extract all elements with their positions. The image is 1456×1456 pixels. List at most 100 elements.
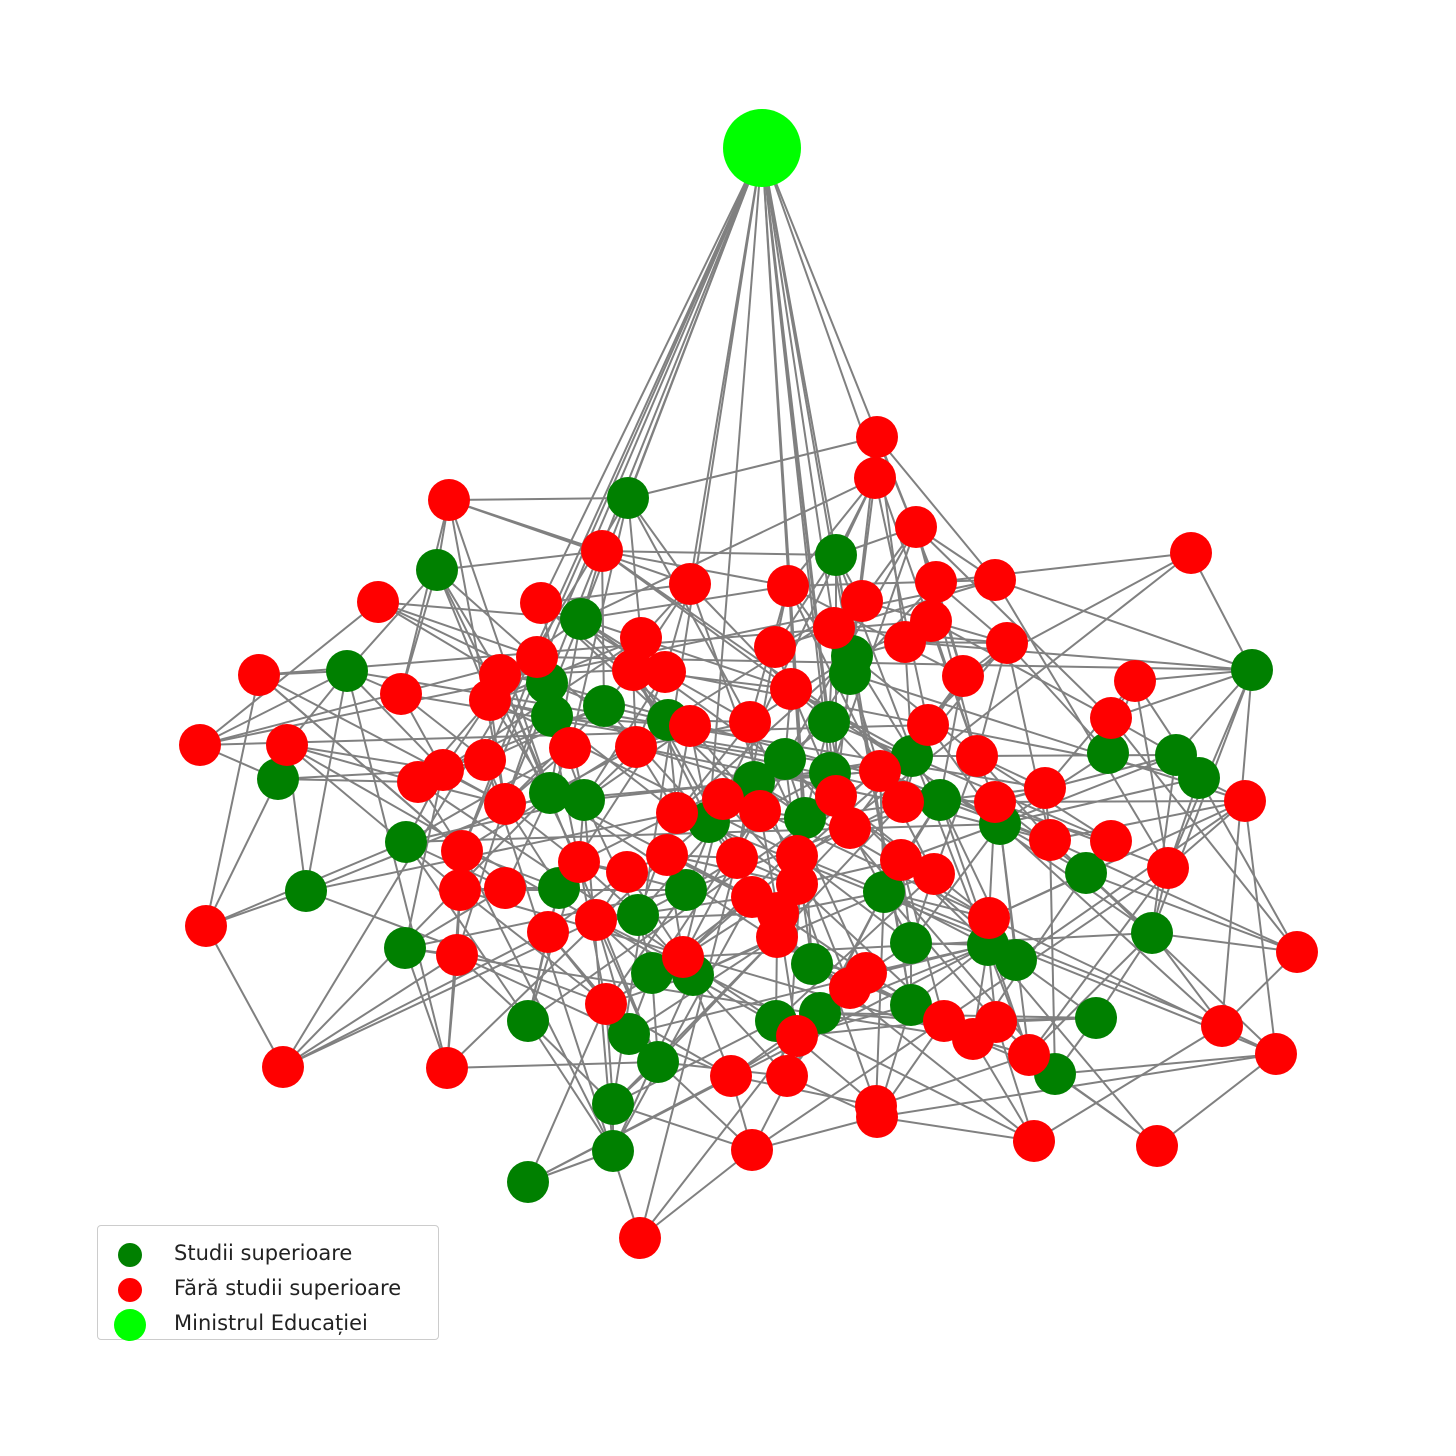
graph-edge	[1028, 932, 1153, 1056]
graph-edge	[286, 744, 419, 783]
node-no-higher-education	[469, 679, 511, 721]
node-higher-education	[563, 779, 605, 821]
graph-edge	[751, 1116, 878, 1151]
graph-edge	[456, 803, 506, 956]
node-higher-education	[764, 738, 806, 780]
node-higher-education	[637, 1041, 679, 1083]
node-no-higher-education	[380, 673, 422, 715]
node-higher-education	[815, 534, 857, 576]
node-higher-education	[416, 549, 458, 591]
legend-marker-higher-education	[118, 1243, 142, 1267]
graph-edge	[787, 585, 964, 677]
graph-edge	[730, 1075, 877, 1107]
graph-edge	[774, 579, 996, 648]
node-no-higher-education	[1090, 697, 1132, 739]
graph-edge	[904, 641, 1253, 671]
graph-edge	[1156, 1053, 1277, 1147]
node-no-higher-education	[956, 735, 998, 777]
node-no-higher-education	[426, 1047, 468, 1089]
node-no-higher-education	[710, 1055, 752, 1097]
node-higher-education	[863, 871, 905, 913]
graph-edge	[627, 497, 642, 639]
graph-edge	[994, 579, 1169, 869]
node-no-higher-education	[1170, 532, 1212, 574]
node-no-higher-education	[813, 607, 855, 649]
node-no-higher-education	[1136, 1125, 1178, 1167]
node-no-higher-education	[1008, 1034, 1050, 1076]
node-higher-education	[891, 735, 933, 777]
node-higher-education	[829, 653, 871, 695]
node-no-higher-education	[754, 626, 796, 668]
graph-edge	[1190, 552, 1253, 671]
graph-edge	[930, 620, 1112, 719]
node-higher-education	[326, 650, 368, 692]
node-no-higher-education	[620, 617, 662, 659]
legend-label-higher-education: Studii superioare	[174, 1241, 353, 1265]
graph-edge	[404, 947, 448, 1069]
graph-edge	[1244, 800, 1277, 1055]
node-higher-education	[257, 758, 299, 800]
graph-edge	[999, 754, 1177, 825]
graph-edge	[527, 1003, 607, 1183]
node-no-higher-education	[829, 807, 871, 849]
node-no-higher-education	[776, 1015, 818, 1057]
graph-edge	[282, 792, 551, 1068]
node-no-higher-education	[656, 792, 698, 834]
graph-edge	[876, 436, 996, 581]
graph-edge	[1110, 669, 1253, 719]
graph-edge	[459, 889, 607, 1005]
node-no-higher-education	[238, 654, 280, 696]
node-higher-education	[1075, 997, 1117, 1039]
node-no-higher-education	[739, 790, 781, 832]
node-no-higher-education	[716, 837, 758, 879]
graph-edge	[282, 931, 549, 1068]
node-no-higher-education	[612, 649, 654, 691]
node-no-higher-education	[1114, 660, 1156, 702]
graph-edge	[404, 769, 444, 949]
graph-edge	[205, 925, 284, 1068]
node-no-higher-education	[895, 506, 937, 548]
graph-edge	[1006, 642, 1109, 754]
node-no-higher-education	[854, 457, 896, 499]
graph-edge	[751, 552, 1192, 898]
graph-edge	[448, 499, 551, 794]
graph-edge	[612, 1103, 753, 1151]
node-higher-education	[791, 943, 833, 985]
node-higher-education	[531, 695, 573, 737]
node-no-higher-education	[975, 1001, 1017, 1043]
graph-edge	[666, 725, 691, 856]
node-higher-education	[583, 685, 625, 727]
node-no-higher-education	[520, 582, 562, 624]
graph-edge	[436, 550, 603, 571]
node-no-higher-education	[266, 724, 308, 766]
graph-edge	[883, 891, 997, 1023]
node-no-higher-education	[974, 781, 1016, 823]
node-higher-education	[1131, 912, 1173, 954]
node-no-higher-education	[464, 739, 506, 781]
node-no-higher-education	[1013, 1120, 1055, 1162]
graph-edge	[601, 550, 605, 707]
graph-edge	[400, 499, 450, 695]
node-no-higher-education	[441, 830, 483, 872]
graph-edge	[436, 569, 580, 863]
node-minister	[723, 109, 801, 187]
node-higher-education	[507, 1000, 549, 1042]
node-higher-education	[285, 870, 327, 912]
node-no-higher-education	[644, 651, 686, 693]
node-no-higher-education	[439, 869, 481, 911]
graph-edge	[346, 569, 438, 672]
node-higher-education	[1065, 852, 1107, 894]
legend-marker-no-higher-education	[118, 1278, 142, 1302]
node-no-higher-education	[1029, 819, 1071, 861]
graph-edge	[612, 896, 753, 1152]
node-no-higher-education	[262, 1046, 304, 1088]
node-no-higher-education	[527, 911, 569, 953]
node-no-higher-education	[516, 636, 558, 678]
node-no-higher-education	[669, 705, 711, 747]
graph-edge	[1221, 669, 1253, 1027]
node-no-higher-education	[907, 704, 949, 746]
graph-edge	[994, 801, 1169, 869]
graph-edge	[639, 857, 738, 1239]
minister-edge	[708, 147, 763, 823]
